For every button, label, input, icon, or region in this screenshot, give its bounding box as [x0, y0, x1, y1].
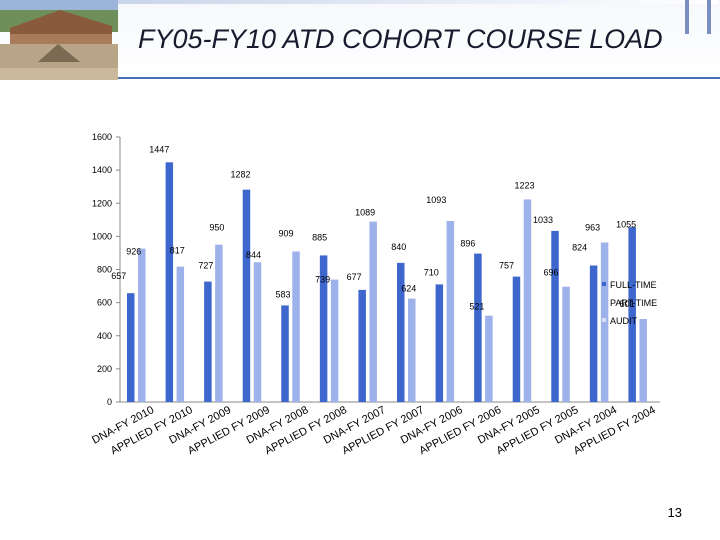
data-label: 1093	[426, 195, 446, 205]
y-tick-label: 1400	[92, 165, 112, 175]
bar-full-time	[127, 293, 135, 402]
bar-full-time	[204, 281, 212, 402]
data-label: 926	[126, 247, 141, 257]
bar-full-time	[281, 305, 289, 402]
data-label: 521	[469, 302, 484, 312]
data-label: 757	[499, 261, 514, 271]
data-label: 909	[279, 228, 294, 238]
bar-full-time	[512, 276, 521, 402]
decorative-bars	[685, 0, 711, 34]
legend-label: FULL-TIME	[610, 280, 657, 290]
bar-part-time	[176, 266, 185, 402]
data-label: 817	[170, 246, 185, 256]
bar-part-time	[330, 279, 339, 402]
y-tick-label: 1200	[92, 198, 112, 208]
y-tick-label: 400	[97, 331, 112, 341]
data-label: 950	[209, 223, 224, 233]
data-label: 739	[315, 275, 330, 285]
bar-part-time	[600, 242, 609, 402]
bar-part-time	[215, 244, 223, 402]
data-label: 727	[198, 261, 213, 271]
bar-part-time	[523, 199, 532, 402]
campus-photo	[0, 0, 118, 80]
bar-full-time	[165, 162, 174, 402]
slide-title: FY05-FY10 ATD COHORT COURSE LOAD	[138, 24, 663, 54]
data-label: 710	[424, 267, 439, 277]
data-label: 696	[544, 268, 559, 278]
bar-part-time	[485, 315, 493, 402]
data-label: 824	[572, 243, 587, 253]
y-tick-label: 1000	[92, 231, 112, 241]
y-tick-label: 800	[97, 265, 112, 275]
data-label: 1055	[616, 219, 636, 229]
bar-full-time	[551, 230, 559, 402]
data-label: 1282	[230, 170, 250, 180]
header-divider	[118, 77, 720, 79]
bar-full-time	[358, 289, 366, 402]
legend-swatch	[602, 282, 606, 286]
bar-part-time	[562, 286, 570, 402]
data-label: 840	[391, 242, 406, 252]
header-background	[0, 0, 720, 80]
data-label: 677	[347, 272, 362, 282]
data-label: 657	[111, 271, 126, 281]
y-tick-label: 200	[97, 364, 112, 374]
bar-full-time	[589, 265, 598, 402]
data-label: 583	[276, 289, 291, 299]
chart-legend: FULL-TIME PART-TIME AUDIT	[602, 280, 657, 326]
bar-part-time	[639, 319, 647, 402]
bar-full-time	[319, 255, 328, 402]
page-number: 13	[667, 505, 682, 520]
data-label: 1089	[355, 208, 375, 218]
header-accent-stripe	[118, 0, 718, 4]
legend-label: AUDIT	[610, 316, 638, 326]
y-tick-label: 1600	[92, 132, 112, 142]
data-label: 624	[401, 284, 416, 294]
bar-full-time	[474, 253, 482, 402]
bar-part-time	[408, 298, 416, 402]
data-label: 1223	[514, 180, 534, 190]
legend-swatch	[602, 300, 606, 304]
data-label: 896	[460, 239, 475, 249]
bar-part-time	[138, 248, 146, 402]
bar-full-time	[242, 189, 251, 402]
y-tick-label: 0	[107, 397, 112, 407]
bar-part-time	[253, 262, 262, 402]
legend-label: PART-TIME	[610, 298, 657, 308]
bar-part-time	[369, 221, 377, 402]
bar-full-time	[628, 227, 636, 402]
bar-full-time	[397, 262, 405, 402]
y-tick-label: 600	[97, 298, 112, 308]
data-label: 844	[246, 250, 261, 260]
data-label: 963	[585, 223, 600, 233]
data-label: 501	[620, 299, 635, 309]
bar-part-time	[446, 220, 455, 402]
bar-full-time	[435, 284, 444, 402]
bar-part-time	[292, 251, 300, 402]
data-label: 1033	[533, 215, 553, 225]
data-label: 1447	[149, 144, 169, 154]
data-label: 885	[312, 232, 327, 242]
legend-swatch	[602, 318, 606, 322]
